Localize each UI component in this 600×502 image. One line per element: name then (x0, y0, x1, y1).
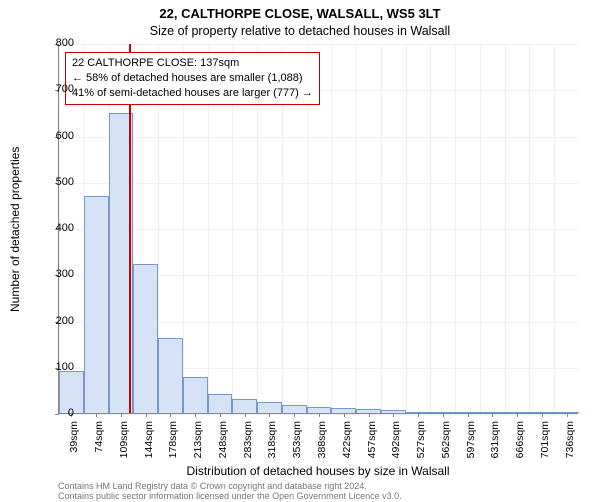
ytick-label: 700 (38, 83, 74, 95)
gridline-h (59, 229, 578, 230)
gridline-h (59, 44, 578, 45)
xtick-mark (344, 413, 345, 417)
xtick-label: 388sqm (316, 421, 328, 465)
xtick-mark (567, 413, 568, 417)
xtick-label: 597sqm (465, 421, 477, 465)
xtick-label: 492sqm (390, 421, 402, 465)
ytick-label: 500 (38, 176, 74, 188)
gridline-v (554, 44, 555, 413)
ytick-label: 800 (38, 37, 74, 49)
xtick-mark (468, 413, 469, 417)
annotation-box: 22 CALTHORPE CLOSE: 137sqm← 58% of detac… (65, 52, 320, 105)
ytick-label: 0 (38, 407, 74, 419)
histogram-bar (232, 399, 257, 413)
xtick-label: 666sqm (514, 421, 526, 465)
gridline-v (381, 44, 382, 413)
histogram-bar (133, 264, 158, 413)
xtick-mark (146, 413, 147, 417)
histogram-bar (208, 394, 233, 413)
xtick-mark (393, 413, 394, 417)
xtick-label: 74sqm (93, 421, 105, 465)
xtick-label: 527sqm (415, 421, 427, 465)
xtick-mark (121, 413, 122, 417)
chart-footer: Contains HM Land Registry data © Crown c… (58, 482, 578, 502)
xtick-label: 144sqm (143, 421, 155, 465)
xtick-mark (195, 413, 196, 417)
ytick-label: 600 (38, 130, 74, 142)
xtick-label: 109sqm (118, 421, 130, 465)
histogram-bar (282, 405, 307, 413)
xtick-label: 562sqm (440, 421, 452, 465)
annotation-line: 22 CALTHORPE CLOSE: 137sqm (72, 56, 313, 71)
xtick-mark (96, 413, 97, 417)
gridline-h (59, 137, 578, 138)
chart-title-line1: 22, CALTHORPE CLOSE, WALSALL, WS5 3LT (0, 6, 600, 21)
xtick-label: 283sqm (242, 421, 254, 465)
xtick-mark (542, 413, 543, 417)
xtick-mark (443, 413, 444, 417)
xtick-label: 353sqm (291, 421, 303, 465)
xtick-mark (319, 413, 320, 417)
gridline-v (356, 44, 357, 413)
xtick-label: 213sqm (192, 421, 204, 465)
xtick-label: 631sqm (489, 421, 501, 465)
xtick-mark (492, 413, 493, 417)
xtick-label: 178sqm (167, 421, 179, 465)
xtick-label: 701sqm (539, 421, 551, 465)
gridline-v (430, 44, 431, 413)
annotation-line: ← 58% of detached houses are smaller (1,… (72, 71, 313, 86)
gridline-v (480, 44, 481, 413)
ytick-label: 200 (38, 315, 74, 327)
xtick-mark (269, 413, 270, 417)
gridline-v (529, 44, 530, 413)
y-axis-label: Number of detached properties (8, 44, 22, 414)
histogram-bar (183, 377, 208, 413)
gridline-h (59, 183, 578, 184)
x-axis-label: Distribution of detached houses by size … (58, 464, 578, 478)
xtick-label: 39sqm (68, 421, 80, 465)
histogram-bar (158, 338, 183, 413)
plot-area: 22 CALTHORPE CLOSE: 137sqm← 58% of detac… (58, 44, 578, 414)
histogram-bar (84, 196, 109, 413)
xtick-mark (170, 413, 171, 417)
xtick-mark (418, 413, 419, 417)
xtick-label: 422sqm (341, 421, 353, 465)
xtick-mark (517, 413, 518, 417)
histogram-bar (257, 402, 282, 413)
ytick-label: 300 (38, 268, 74, 280)
xtick-label: 248sqm (217, 421, 229, 465)
ytick-label: 100 (38, 361, 74, 373)
xtick-mark (245, 413, 246, 417)
annotation-line: 41% of semi-detached houses are larger (… (72, 86, 313, 101)
xtick-label: 457sqm (366, 421, 378, 465)
xtick-label: 318sqm (266, 421, 278, 465)
gridline-v (455, 44, 456, 413)
xtick-mark (294, 413, 295, 417)
xtick-mark (220, 413, 221, 417)
xtick-label: 736sqm (564, 421, 576, 465)
footer-line-2: Contains public sector information licen… (58, 492, 578, 502)
ytick-label: 400 (38, 222, 74, 234)
gridline-v (331, 44, 332, 413)
gridline-v (505, 44, 506, 413)
chart-title-line2: Size of property relative to detached ho… (0, 24, 600, 38)
xtick-mark (369, 413, 370, 417)
gridline-v (406, 44, 407, 413)
